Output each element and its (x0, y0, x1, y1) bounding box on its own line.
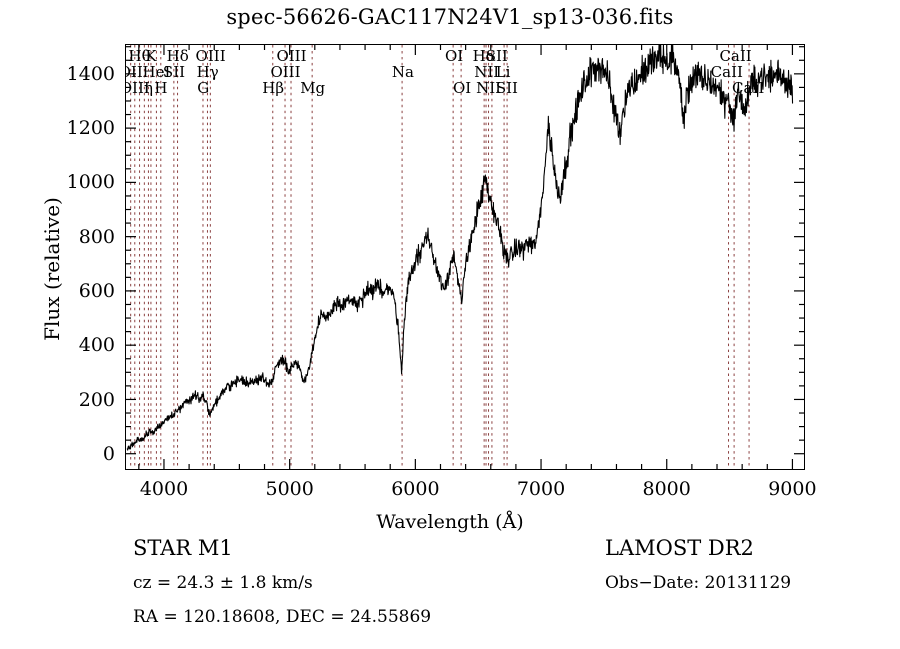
page-title: spec-56626-GAC117N24V1_sp13-036.fits (226, 5, 674, 29)
spectral-line-label: CaII (732, 79, 765, 97)
x-axis-label: Wavelength (Å) (376, 511, 524, 533)
spectral-line-label: CaII (719, 47, 752, 65)
spectral-line-label: G (197, 79, 210, 97)
object-type: STAR M1 (133, 536, 233, 560)
spectral-line-label: OI (452, 79, 472, 97)
metadata-footer: STAR M1 cz = 24.3 ± 1.8 km/s RA = 120.18… (0, 530, 900, 640)
spectral-line-label: Mg (300, 79, 326, 97)
x-tick-label: 5000 (265, 478, 314, 500)
x-tick-label: 8000 (642, 478, 691, 500)
y-tick-label: 0 (102, 442, 115, 465)
spectral-line-label: Hγ (196, 63, 219, 81)
spectral-line-label: NII (474, 63, 500, 81)
x-tick-label: 6000 (391, 478, 440, 500)
x-tick-label: 4000 (139, 478, 189, 500)
y-tick-label: 1400 (66, 62, 115, 85)
spectral-line-label: NII (476, 79, 502, 97)
spectral-line-label: Hβ (262, 79, 285, 97)
spectral-line-label: Na (391, 63, 414, 81)
spectral-line-label: OIII (276, 47, 307, 65)
spectral-line-label: SII (495, 79, 518, 97)
spectral-line-label: SII (162, 63, 186, 81)
radial-velocity: cz = 24.3 ± 1.8 km/s (133, 573, 313, 593)
spectral-line-label: η (144, 79, 153, 97)
spectral-line-label: Hα (472, 47, 496, 65)
spectral-line-label: SII (485, 47, 508, 65)
spectrum-canvas (126, 45, 794, 469)
spectral-line-label: OIII (126, 79, 150, 97)
line-marker-group (130, 45, 750, 469)
spectral-line-label: OIII (270, 63, 301, 81)
x-tick-label: 7000 (516, 478, 566, 500)
spectral-line-label: K (145, 47, 157, 65)
spectral-line-label: OI (444, 47, 464, 65)
spectral-line-label: OIII (195, 47, 226, 65)
sky-coordinates: RA = 120.18608, DEC = 24.55869 (133, 607, 432, 627)
spectral-line-label: HeI (142, 63, 171, 81)
x-tick-label: 9000 (768, 478, 817, 500)
survey-name: LAMOST DR2 (605, 536, 754, 560)
spectrum-trace (126, 45, 794, 451)
spectral-line-label: H (154, 79, 168, 97)
spectral-line-label: OII (126, 63, 143, 81)
spectral-line-label: Hδ (166, 47, 189, 65)
spectral-line-label: Hθ (128, 47, 151, 65)
y-axis-label: Flux (relative) (40, 197, 64, 341)
spectral-line-label: Li (495, 63, 511, 81)
observation-date: Obs−Date: 20131129 (605, 573, 792, 593)
spectral-line-label: CaII (710, 63, 743, 81)
spectrum-plot-area: HθKHδOIIIOIIIOIHαSIICaIIOIIHeISIIHγOIIIN… (125, 44, 805, 470)
